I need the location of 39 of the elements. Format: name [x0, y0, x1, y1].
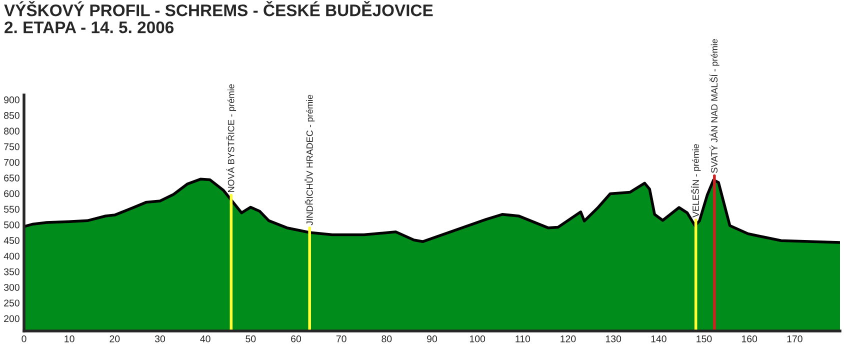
y-tick-label: 500 [4, 221, 20, 228]
x-tick-label: 30 [154, 335, 166, 342]
y-tick-label: 300 [4, 284, 20, 291]
y-tick-label: 550 [4, 206, 20, 213]
x-tick-label: 0 [22, 335, 26, 342]
y-tick-label: 850 [4, 112, 20, 119]
y-tick-label: 750 [4, 143, 20, 150]
y-tick-label: 900 [4, 96, 20, 104]
x-tick-label: 70 [336, 335, 346, 342]
x-tick-label: 170 [787, 335, 802, 342]
chart-title: VÝŠKOVÝ PROFIL - SCHREMS - ČESKÉ BUDĚJOVICE [4, 1, 433, 16]
x-tick-label: 130 [606, 335, 622, 342]
x-tick-label: 50 [246, 335, 256, 342]
x-tick-label: 90 [427, 335, 438, 342]
x-tick-label: 120 [560, 335, 576, 342]
y-tick-label: 600 [4, 190, 20, 198]
x-tick-label: 100 [470, 335, 486, 342]
x-tick-label: 160 [742, 335, 758, 342]
ref-line-label: SVATÝ JÁN NAD MALŠÍ - prémie [710, 39, 720, 173]
ref-line-label: NOVÁ BYSTŘICE - prémie [226, 84, 236, 192]
x-tick-label: 110 [516, 335, 530, 342]
x-tick-label: 20 [110, 335, 120, 342]
y-tick-label: 400 [4, 252, 20, 260]
y-tick-label: 800 [4, 128, 20, 135]
x-tick-label: 140 [651, 335, 666, 342]
x-tick-label: 10 [64, 335, 74, 342]
ref-line-label: VELEŠÍN - prémie [690, 144, 701, 218]
x-tick-label: 40 [200, 335, 210, 342]
y-tick-label: 200 [4, 315, 20, 322]
x-tick-label: 60 [291, 335, 302, 342]
y-tick-label: 250 [4, 300, 20, 306]
y-tick-label: 700 [4, 158, 20, 166]
x-tick-label: 80 [382, 335, 392, 342]
y-tick-label: 350 [4, 268, 20, 276]
x-tick-label: 150 [696, 335, 712, 342]
y-tick-label: 650 [4, 174, 20, 182]
ref-line-label: JINDŘICHŮV HRADEC - prémie [304, 94, 315, 226]
y-tick-label: 450 [4, 237, 20, 244]
chart-subtitle: 2. ETAPA - 14. 5. 2006 [4, 21, 174, 34]
